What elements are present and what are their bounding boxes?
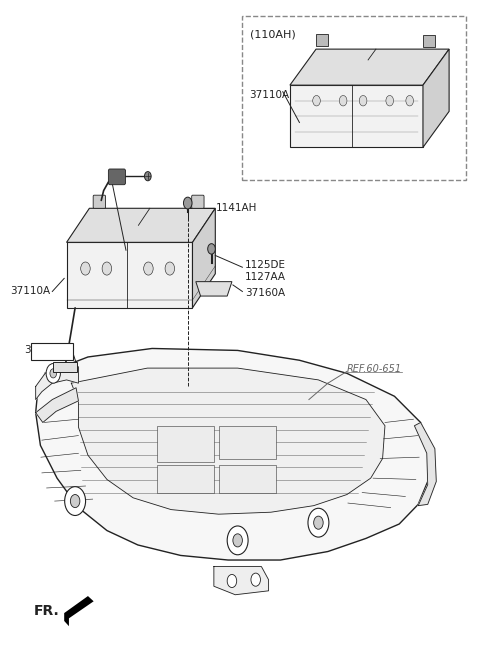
Bar (157, 426, 214, 462)
Circle shape (360, 96, 367, 106)
Circle shape (183, 197, 192, 209)
Text: (110AH): (110AH) (250, 29, 295, 39)
Circle shape (227, 574, 237, 588)
Circle shape (406, 96, 413, 106)
Circle shape (71, 495, 80, 508)
Text: 1141AH: 1141AH (216, 202, 258, 213)
Text: 37110A: 37110A (250, 90, 289, 100)
Text: 37160A: 37160A (245, 288, 285, 298)
Text: FR.: FR. (34, 604, 60, 618)
Text: 37180F: 37180F (84, 245, 123, 255)
Polygon shape (67, 242, 192, 308)
FancyBboxPatch shape (93, 195, 106, 208)
Text: 37110A: 37110A (10, 286, 50, 297)
Text: 1127AA: 1127AA (245, 272, 286, 282)
Circle shape (251, 573, 261, 586)
Bar (218, 426, 276, 458)
Bar (53, 362, 76, 372)
Circle shape (165, 262, 175, 275)
FancyBboxPatch shape (192, 195, 204, 208)
Polygon shape (36, 388, 78, 422)
Circle shape (227, 526, 248, 555)
Polygon shape (72, 368, 385, 514)
Text: 37114: 37114 (24, 345, 57, 356)
Circle shape (386, 96, 394, 106)
Circle shape (208, 244, 216, 254)
Bar (218, 465, 276, 493)
Polygon shape (36, 364, 78, 400)
Polygon shape (214, 567, 268, 595)
Circle shape (81, 262, 90, 275)
Bar (31, 343, 73, 360)
Polygon shape (196, 282, 232, 296)
FancyBboxPatch shape (108, 169, 125, 185)
Circle shape (144, 172, 151, 181)
Polygon shape (67, 208, 216, 242)
Bar (316, 34, 328, 46)
Circle shape (233, 534, 242, 547)
Text: 98893B: 98893B (33, 347, 73, 358)
Circle shape (339, 96, 347, 106)
Circle shape (308, 508, 329, 537)
Polygon shape (64, 596, 94, 626)
Bar (157, 465, 214, 493)
Polygon shape (423, 49, 449, 147)
Circle shape (46, 364, 60, 383)
Circle shape (102, 262, 112, 275)
Circle shape (50, 369, 57, 378)
Text: REF.60-651: REF.60-651 (347, 364, 402, 375)
Polygon shape (290, 49, 449, 85)
Polygon shape (290, 85, 423, 147)
Polygon shape (192, 208, 216, 308)
Polygon shape (414, 422, 436, 506)
Circle shape (313, 516, 323, 529)
Polygon shape (36, 348, 432, 560)
Text: 1125DE: 1125DE (245, 260, 286, 271)
Bar (242, 16, 466, 180)
Circle shape (313, 96, 320, 106)
Circle shape (144, 262, 153, 275)
Circle shape (65, 487, 85, 515)
Bar (423, 35, 435, 47)
